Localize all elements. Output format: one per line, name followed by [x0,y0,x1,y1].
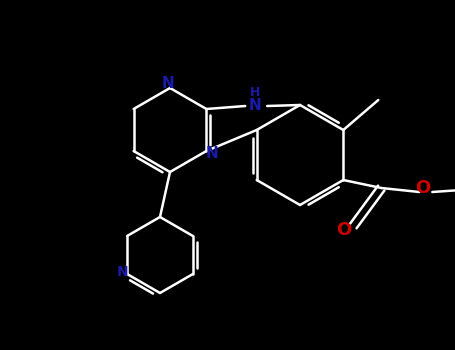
Text: N: N [249,98,262,112]
Text: N: N [116,265,128,279]
Text: H: H [250,86,260,99]
Text: O: O [336,221,351,239]
Text: N: N [206,146,219,161]
Text: N: N [162,77,174,91]
Text: O: O [415,179,430,197]
